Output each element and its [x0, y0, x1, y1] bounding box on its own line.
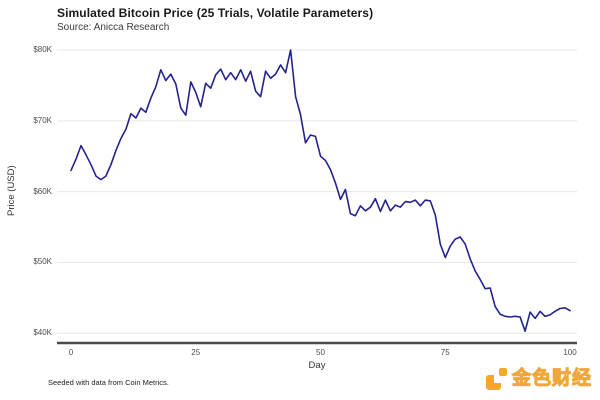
chart-subtitle: Source: Anicca Research: [57, 22, 170, 33]
y-tick-label: $70K: [33, 115, 52, 125]
y-tick-label: $50K: [33, 257, 52, 267]
y-tick-label: $80K: [33, 45, 52, 54]
x-tick-label: 25: [191, 348, 201, 357]
y-axis-title: Price (USD): [6, 165, 17, 217]
x-tick-label: 100: [563, 348, 577, 357]
x-tick-label: 50: [316, 348, 325, 357]
x-tick-label: 75: [440, 348, 450, 357]
chart-title: Simulated Bitcoin Price (25 Trials, Vola…: [57, 6, 374, 20]
jinse-finance-logo: 金色财经: [485, 366, 592, 392]
y-tick-label: $40K: [33, 328, 52, 338]
y-tick-label: $60K: [33, 186, 52, 196]
gridlines: [57, 49, 577, 334]
price-line: [70, 49, 571, 333]
footer-caption: Seeded with data from Coin Metrics.: [48, 378, 169, 387]
x-tick-label: 0: [68, 348, 74, 357]
jinse-logo-text: 金色财经: [511, 368, 592, 390]
jinse-logo-icon: [485, 368, 508, 390]
x-axis-title: Day: [308, 360, 326, 371]
line-layer: [70, 49, 571, 333]
